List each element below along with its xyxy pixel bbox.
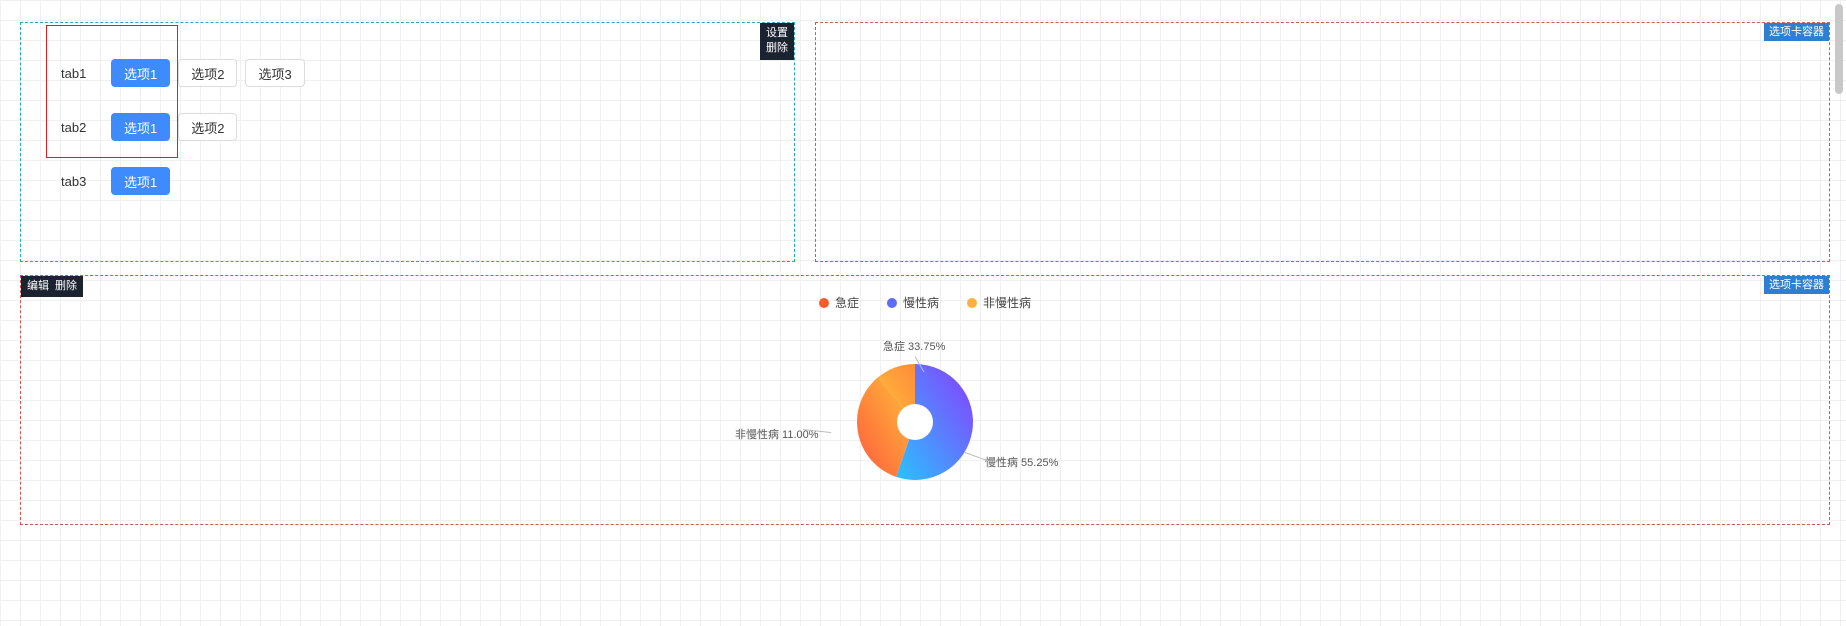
donut-hole <box>897 404 933 440</box>
tab-row: tab1选项1 选项2 选项3 <box>61 59 313 87</box>
tab-row: tab2选项1 选项2 <box>61 113 313 141</box>
panel-label-top-right: 选项卡容器 <box>1764 23 1829 41</box>
action-settings[interactable]: 设置 <box>766 26 788 41</box>
tab-option[interactable]: 选项2 <box>178 59 237 87</box>
panel-top-right[interactable]: 选项卡容器 <box>815 22 1830 262</box>
panel-actions-bottom: 编辑 删除 <box>21 276 83 297</box>
tab-option[interactable]: 选项1 <box>111 59 170 87</box>
donut-chart: 急症 33.75% 慢性病 55.25% 非慢性病 11.00% <box>775 334 1075 514</box>
legend-text: 非慢性病 <box>983 294 1031 311</box>
legend-item[interactable]: 慢性病 <box>887 294 939 311</box>
panel-label-bottom: 选项卡容器 <box>1764 276 1829 294</box>
legend-item[interactable]: 非慢性病 <box>967 294 1031 311</box>
panel-actions-top-left: 设置 删除 <box>760 23 794 60</box>
panel-bottom[interactable]: 选项卡容器 编辑 删除 急症 慢性病 非慢性病 急症 33.75% 慢性病 55.2… <box>20 275 1830 525</box>
tab-row-label: tab1 <box>61 66 111 81</box>
tab-row: tab3选项1 <box>61 167 313 195</box>
tab-groups-container: tab1选项1选项2选项3tab2选项1选项2tab3选项1 <box>61 59 313 221</box>
legend-text: 慢性病 <box>903 294 939 311</box>
tab-option[interactable]: 选项1 <box>111 167 170 195</box>
legend-text: 急症 <box>835 294 859 311</box>
donut-ring <box>855 362 975 482</box>
tab-row-label: tab2 <box>61 120 111 135</box>
slice-label-1: 慢性病 55.25% <box>985 454 1058 470</box>
legend-dot-icon <box>967 298 977 308</box>
tab-option[interactable]: 选项3 <box>245 59 304 87</box>
slice-label-0: 急症 33.75% <box>883 338 945 354</box>
action-delete-2[interactable]: 删除 <box>55 279 77 294</box>
tab-option[interactable]: 选项2 <box>178 113 237 141</box>
scrollbar-thumb[interactable] <box>1835 4 1843 94</box>
chart-legend: 急症 慢性病 非慢性病 <box>819 294 1031 311</box>
legend-dot-icon <box>887 298 897 308</box>
action-edit[interactable]: 编辑 <box>27 279 49 294</box>
tab-option[interactable]: 选项1 <box>111 113 170 141</box>
vertical-scrollbar[interactable] <box>1834 0 1844 626</box>
tab-row-label: tab3 <box>61 174 111 189</box>
action-delete[interactable]: 删除 <box>766 41 788 56</box>
panel-top-left[interactable]: 设置 删除 tab1选项1选项2选项3tab2选项1选项2tab3选项1 <box>20 22 795 262</box>
legend-item[interactable]: 急症 <box>819 294 859 311</box>
legend-dot-icon <box>819 298 829 308</box>
